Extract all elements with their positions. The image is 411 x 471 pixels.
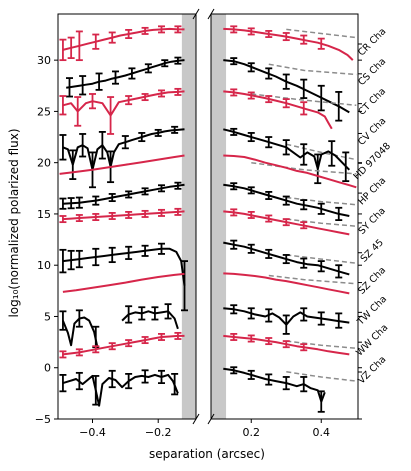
vz-cha-model-line	[286, 371, 357, 382]
left-x-tick-label: −0.4	[79, 426, 106, 439]
star-label-sz-45: SZ 45	[359, 237, 386, 264]
hp-cha-model-line	[286, 196, 357, 206]
y-tick-label: −5	[35, 413, 51, 426]
star-label-ww-cha: WW Cha	[354, 322, 390, 358]
star-label-ct-cha: CT Cha	[356, 86, 388, 118]
star-label-sz-cha: SZ Cha	[356, 265, 388, 297]
sz-cha-right-line	[223, 272, 350, 295]
y-axis-ticks: −5 0 5 10 15 20 25 30	[35, 54, 362, 426]
star-label-cr-cha: CR Cha	[356, 26, 388, 58]
sy-cha-left-line	[62, 210, 185, 221]
vz-cha-left-line	[62, 373, 179, 407]
y-tick-label: 5	[44, 310, 51, 323]
hp-cha-left-line	[62, 183, 185, 205]
right-panel	[210, 13, 359, 420]
y-tick-label: 15	[37, 208, 51, 221]
hd-97048-model-line	[251, 161, 357, 175]
cv-cha-left-line	[62, 128, 185, 171]
cr-cha-right-line	[223, 27, 354, 61]
left-shaded-region	[181, 14, 196, 419]
right-x-tick-label: 0.2	[243, 426, 261, 439]
sz-45-model-line	[286, 254, 357, 264]
sz-cha-model-line	[268, 274, 357, 285]
right-shaded-region	[211, 14, 227, 419]
sy-cha-model-line	[286, 218, 357, 227]
axis-break-mark	[192, 413, 200, 425]
cr-cha-left-line	[62, 27, 185, 51]
star-label-sy-cha: SY Cha	[357, 205, 388, 236]
sz-cha-left-line	[62, 272, 185, 293]
tw-cha-left-line-2	[121, 310, 179, 330]
ct-cha-left-line	[62, 90, 185, 117]
axis-break-mark	[207, 413, 215, 425]
hd-97048-right-line	[223, 154, 357, 189]
cs-cha-model-line	[268, 63, 357, 76]
cr-cha-model-line	[286, 28, 357, 39]
y-tick-label: 0	[44, 362, 51, 375]
left-panel	[57, 13, 197, 420]
star-label-cs-cha: CS Cha	[356, 56, 388, 88]
cv-cha-model-line	[286, 143, 357, 161]
x-axis-ticks: −0.4 −0.2 0.2 0.4	[79, 419, 330, 439]
left-x-tick-label: −0.2	[145, 426, 172, 439]
y-tick-label: 25	[37, 105, 51, 118]
axis-break-marks	[192, 8, 215, 425]
vz-cha-right-line	[223, 367, 326, 403]
star-label-tw-cha: TW Cha	[355, 294, 389, 328]
ww-cha-left-line	[62, 334, 185, 356]
y-tick-label: 10	[37, 259, 51, 272]
y-tick-label: 20	[37, 157, 51, 170]
cs-cha-left-line	[66, 59, 185, 89]
y-axis-title: log₁₀(normalized polarized flux)	[7, 128, 21, 317]
right-x-tick-label: 0.4	[313, 426, 331, 439]
hd-97048-left-line	[59, 154, 185, 175]
x-axis-title: separation (arcsec)	[149, 447, 265, 461]
left-panel-frame	[57, 13, 197, 420]
axis-break-mark	[192, 8, 200, 20]
right-panel-frame	[210, 13, 359, 420]
ww-cha-model-line	[286, 340, 357, 350]
axis-break-mark	[207, 8, 215, 20]
y-tick-label: 30	[37, 54, 51, 67]
